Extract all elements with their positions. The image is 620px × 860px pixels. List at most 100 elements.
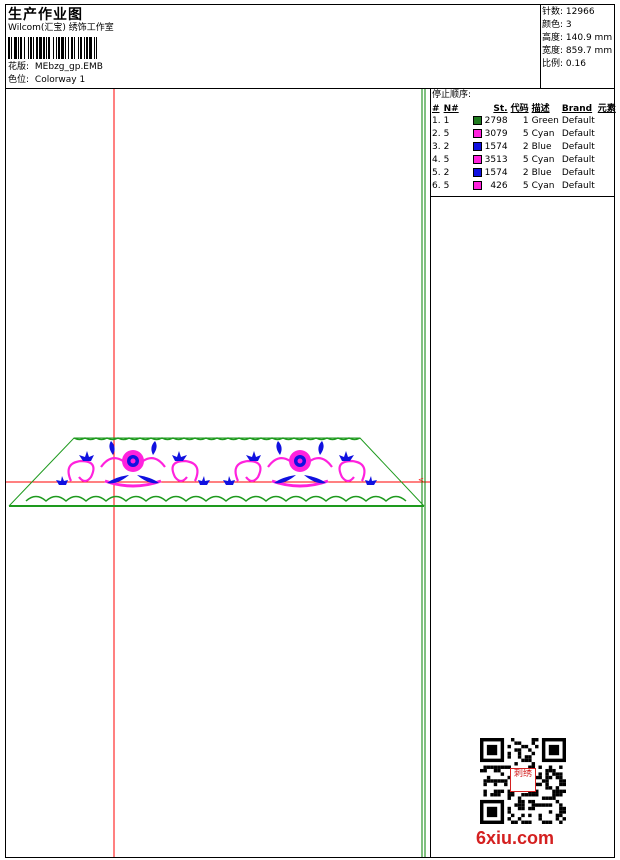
qr-module (559, 772, 563, 776)
qr-module (497, 793, 501, 797)
qr-module (531, 799, 536, 804)
qr-module (559, 810, 563, 814)
seal-stamp: 刺绣 (510, 768, 536, 792)
qr-module (562, 806, 566, 811)
stop-stitches: 426 (490, 181, 508, 191)
qr-module (528, 793, 532, 797)
thread-swatch-cell (472, 167, 485, 180)
qr-module (500, 765, 505, 769)
thread-swatch-cell (472, 180, 485, 193)
qr-module (524, 758, 529, 763)
magenta-swirl (100, 456, 124, 468)
design-stats: 针数: 12966 颜色: 3 高度: 140.9 mm 宽度: 859.7 m… (542, 6, 616, 71)
stop-sequence-header-row: # N# St. 代码 描述 Brand 元素 (432, 103, 619, 115)
qr-module (545, 820, 549, 824)
qr-module (548, 775, 553, 780)
stop-brand: Default (561, 129, 595, 139)
qr-module (514, 762, 518, 766)
qr-module (490, 779, 494, 783)
qr-module (510, 813, 515, 818)
panel-divider (430, 88, 431, 858)
blue-sprig (172, 451, 187, 461)
qr-module (493, 768, 498, 773)
blue-leaf (304, 475, 326, 484)
embroidery-design (8, 437, 425, 507)
design-filename: MEbzg_gp.EMB (34, 62, 103, 72)
qr-module (541, 820, 546, 824)
stop-code: 1 (522, 116, 529, 126)
qr-module (555, 789, 560, 794)
qr-module (562, 817, 566, 821)
qr-module (524, 744, 529, 749)
qr-module (528, 813, 532, 818)
qr-module (507, 755, 511, 759)
qr-module (531, 793, 536, 797)
colorway-value: Colorway 1 (34, 75, 86, 85)
stop-sequence-table: # N# St. 代码 描述 Brand 元素 1. 1 2798 1 Green Def… (432, 103, 619, 193)
blue-leaf (318, 441, 324, 455)
qr-module (524, 755, 529, 759)
qr-module (528, 799, 532, 804)
magenta-swirl (234, 459, 262, 483)
barcode-bar (28, 37, 29, 59)
qr-module (538, 765, 542, 769)
thread-color-swatch (472, 155, 482, 164)
qr-module (562, 789, 566, 794)
page-frame (5, 4, 615, 858)
qr-module (500, 779, 505, 783)
stop-description: Cyan (531, 181, 555, 191)
stop-needle: 2 (443, 142, 450, 152)
qr-module (531, 751, 536, 756)
stat-colors: 颜色: 3 (542, 20, 572, 30)
stop-index: 3. (432, 142, 441, 152)
qr-module (497, 765, 501, 769)
qr-module (552, 789, 556, 794)
qr-module (541, 796, 546, 800)
qr-module (555, 775, 560, 780)
qr-module (497, 768, 501, 773)
barcode-bar (8, 37, 10, 59)
stop-element (598, 167, 619, 180)
qr-module (507, 796, 511, 800)
qr-module (521, 813, 525, 818)
qr-module (531, 738, 536, 742)
barcode-bar (89, 37, 92, 59)
barcode-bar (80, 37, 82, 59)
barcode-bar (65, 37, 66, 59)
flower-core (297, 458, 303, 464)
qr-module (490, 765, 494, 769)
qr-module (517, 799, 522, 804)
barcode-bar (48, 37, 50, 59)
qr-module (559, 789, 563, 794)
qr-module (552, 772, 556, 776)
qr-module (548, 768, 553, 773)
qr-module (517, 755, 522, 759)
qr-module (548, 765, 553, 769)
barcode-bar (14, 37, 17, 59)
qr-module (535, 789, 539, 794)
qr-module (483, 793, 487, 797)
qr-module (510, 738, 515, 742)
qr-module (538, 817, 542, 821)
qr-module (545, 782, 549, 787)
qr-module (493, 782, 498, 787)
qr-module (486, 779, 491, 783)
stop-description: Cyan (531, 155, 555, 165)
qr-module (490, 793, 494, 797)
qr-module (562, 779, 566, 783)
qr-module (538, 813, 542, 818)
qr-module (548, 810, 553, 814)
qr-module (486, 765, 491, 769)
qr-module (483, 779, 487, 783)
stat-width: 宽度: 859.7 mm (542, 46, 613, 56)
stop-stitches: 1574 (484, 142, 508, 152)
barcode-bar (33, 37, 34, 59)
stop-brand: Default (561, 142, 595, 152)
qr-module (531, 741, 536, 745)
col-brand: Brand (561, 104, 593, 114)
qr-module (545, 796, 549, 800)
qr-module (500, 772, 505, 776)
qr-module (521, 758, 525, 763)
qr-module (500, 789, 505, 794)
barcode-bar (74, 37, 75, 59)
